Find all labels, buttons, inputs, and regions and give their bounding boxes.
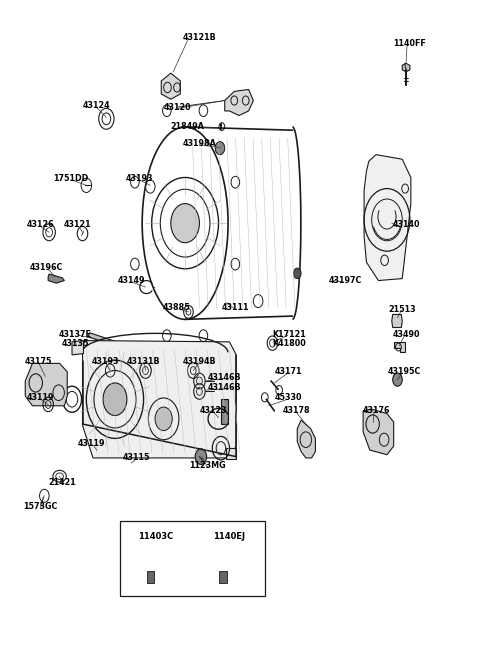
Bar bbox=[120, 521, 265, 596]
Text: 43146B: 43146B bbox=[208, 383, 241, 392]
Text: 43490: 43490 bbox=[392, 329, 420, 339]
Polygon shape bbox=[88, 333, 140, 354]
Text: 43193: 43193 bbox=[126, 174, 154, 183]
Text: 11403C: 11403C bbox=[139, 532, 174, 541]
Text: 43131B: 43131B bbox=[127, 357, 160, 366]
Text: 43176: 43176 bbox=[362, 407, 390, 415]
Circle shape bbox=[103, 383, 127, 415]
Text: 43197C: 43197C bbox=[328, 276, 361, 285]
Text: 43198A: 43198A bbox=[182, 139, 216, 148]
Text: 43123: 43123 bbox=[200, 407, 228, 415]
Circle shape bbox=[393, 373, 402, 386]
Circle shape bbox=[155, 407, 172, 430]
Polygon shape bbox=[363, 409, 394, 455]
Text: 1751DD: 1751DD bbox=[53, 174, 88, 183]
Text: 43146B: 43146B bbox=[208, 373, 241, 382]
Bar bbox=[221, 400, 228, 424]
Text: 43120: 43120 bbox=[164, 103, 192, 111]
Text: 1123MG: 1123MG bbox=[189, 461, 226, 470]
Text: K17121: K17121 bbox=[272, 329, 306, 339]
Bar bbox=[219, 571, 227, 583]
Polygon shape bbox=[226, 447, 236, 459]
Text: 43119: 43119 bbox=[77, 439, 105, 448]
Text: 43195C: 43195C bbox=[388, 367, 421, 377]
Polygon shape bbox=[225, 90, 253, 115]
Polygon shape bbox=[394, 342, 405, 352]
Text: K41800: K41800 bbox=[272, 339, 306, 348]
Text: 45330: 45330 bbox=[275, 394, 302, 402]
Text: 43111: 43111 bbox=[221, 303, 249, 312]
Text: 1140EJ: 1140EJ bbox=[213, 532, 245, 541]
Text: 43135: 43135 bbox=[61, 339, 89, 348]
Text: 43121: 43121 bbox=[64, 220, 92, 229]
Polygon shape bbox=[72, 341, 84, 355]
Text: 43140: 43140 bbox=[392, 220, 420, 229]
Polygon shape bbox=[364, 155, 411, 280]
Text: 43171: 43171 bbox=[275, 367, 302, 377]
Text: 43194B: 43194B bbox=[182, 357, 216, 366]
Text: 43178: 43178 bbox=[283, 407, 310, 415]
Polygon shape bbox=[48, 274, 64, 283]
Polygon shape bbox=[297, 420, 315, 458]
Text: 43121B: 43121B bbox=[182, 33, 216, 42]
Polygon shape bbox=[83, 341, 236, 458]
Text: 43885: 43885 bbox=[163, 303, 191, 312]
Text: 43175: 43175 bbox=[25, 357, 52, 366]
Text: 21849A: 21849A bbox=[170, 122, 204, 131]
Text: 1140FF: 1140FF bbox=[393, 39, 426, 48]
Circle shape bbox=[293, 268, 301, 278]
Text: 43126: 43126 bbox=[27, 220, 54, 229]
Text: 43149: 43149 bbox=[118, 276, 145, 285]
Circle shape bbox=[215, 141, 225, 155]
Text: 43119: 43119 bbox=[27, 394, 54, 402]
Text: 43196C: 43196C bbox=[30, 263, 63, 272]
Text: 1573GC: 1573GC bbox=[24, 502, 58, 512]
Circle shape bbox=[195, 449, 206, 464]
Text: 43193: 43193 bbox=[92, 357, 119, 366]
Polygon shape bbox=[161, 73, 180, 99]
Polygon shape bbox=[25, 364, 67, 405]
Text: 43124: 43124 bbox=[83, 102, 111, 110]
Polygon shape bbox=[392, 314, 402, 328]
Bar bbox=[146, 571, 154, 583]
Polygon shape bbox=[402, 64, 410, 72]
Text: 43137E: 43137E bbox=[59, 329, 92, 339]
Text: 43115: 43115 bbox=[122, 453, 150, 462]
Circle shape bbox=[171, 204, 199, 243]
Text: 21513: 21513 bbox=[388, 305, 416, 314]
Text: 21421: 21421 bbox=[48, 478, 76, 487]
